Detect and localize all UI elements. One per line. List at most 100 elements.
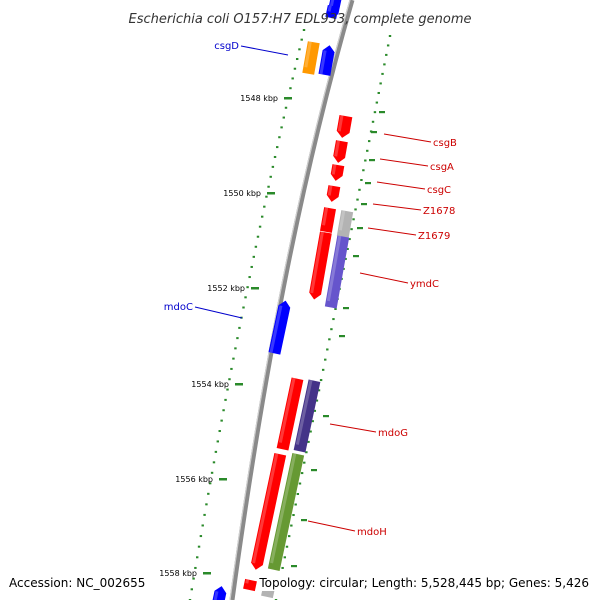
outer-ring-dot bbox=[383, 63, 386, 66]
outer-ring-dot bbox=[381, 72, 384, 75]
inner-ring-dot bbox=[242, 306, 245, 309]
outer-ring-dot bbox=[356, 198, 359, 201]
outer-ring-dot bbox=[367, 140, 371, 143]
inner-ring-dot bbox=[244, 296, 247, 299]
inner-ring-dot bbox=[238, 326, 241, 329]
inner-ring-dot bbox=[222, 409, 225, 412]
gene-csgC bbox=[330, 164, 345, 181]
outer-ring-dot bbox=[373, 111, 377, 114]
tick-mark bbox=[203, 572, 211, 575]
tick-label: 1550 kbp bbox=[223, 189, 261, 198]
gene-leader-line bbox=[367, 227, 417, 236]
inner-ring-dot bbox=[271, 165, 275, 168]
outer-ring-dot bbox=[360, 179, 363, 182]
gene-top-blue bbox=[327, 0, 346, 15]
minor-tick bbox=[323, 415, 329, 418]
outer-ring-dot bbox=[350, 228, 353, 231]
outer-ring-dot bbox=[385, 53, 388, 56]
outer-ring-dot bbox=[352, 218, 355, 221]
outer-ring-dot bbox=[309, 430, 312, 433]
inner-ring-dot bbox=[267, 185, 270, 188]
tick-mark bbox=[235, 383, 243, 386]
inner-ring-dot bbox=[252, 255, 255, 258]
tick-mark bbox=[251, 287, 259, 290]
inner-ring-dot bbox=[302, 29, 306, 31]
minor-tick bbox=[379, 111, 385, 114]
gene-small-red bbox=[326, 185, 341, 202]
gene-blue-near-csgD bbox=[318, 45, 335, 76]
inner-ring-dot bbox=[289, 87, 292, 90]
gene-label-mdoc[interactable]: mdoC bbox=[164, 302, 193, 313]
gene-csgB bbox=[336, 115, 353, 138]
outer-ring-dot bbox=[292, 514, 295, 517]
tick-mark bbox=[219, 478, 227, 481]
outer-ring-dot bbox=[334, 308, 337, 310]
gene-leader-line bbox=[329, 423, 377, 433]
map-title: Escherichia coli O157:H7 EDL933, complet… bbox=[129, 12, 472, 27]
gene-label-mdoh[interactable]: mdoH bbox=[357, 527, 387, 538]
minor-tick bbox=[353, 255, 359, 258]
outer-ring-dot bbox=[298, 482, 302, 485]
gene-label-z1679[interactable]: Z1679 bbox=[418, 231, 450, 242]
gene-label-csgb[interactable]: csgB bbox=[433, 138, 457, 149]
inner-ring-dot bbox=[226, 388, 229, 391]
inner-ring-dot bbox=[205, 503, 208, 506]
gene-label-csgc[interactable]: csgC bbox=[427, 185, 451, 196]
inner-ring-dot bbox=[214, 450, 218, 453]
outer-ring-dot bbox=[319, 379, 323, 382]
outer-ring-dot bbox=[300, 472, 304, 475]
inner-ring-dot bbox=[232, 357, 235, 360]
gene-label-csga[interactable]: csgA bbox=[430, 162, 454, 173]
gene-bottom-red bbox=[243, 578, 257, 592]
gene-label-ymdc[interactable]: ymdC bbox=[410, 279, 439, 290]
tick-label: 1554 kbp bbox=[191, 380, 229, 389]
inner-ring-dot bbox=[236, 337, 239, 340]
tick-label: 1552 kbp bbox=[207, 284, 245, 293]
outer-ring-dot bbox=[294, 503, 297, 506]
gene-label-csgd[interactable]: csgD bbox=[214, 41, 239, 52]
gene-leader-line bbox=[359, 272, 409, 284]
outer-ring-dot bbox=[328, 338, 331, 341]
inner-ring-dot bbox=[212, 461, 216, 464]
inner-ring-dot bbox=[192, 577, 195, 580]
outer-ring-dot bbox=[371, 120, 375, 123]
outer-ring-dot bbox=[375, 101, 379, 104]
inner-ring-dot bbox=[246, 286, 249, 289]
minor-tick bbox=[371, 131, 377, 134]
gene-leader-line bbox=[307, 520, 356, 532]
minor-tick bbox=[291, 565, 297, 568]
inner-ring-dot bbox=[273, 155, 277, 158]
outer-ring-dot bbox=[326, 348, 329, 351]
outer-ring-dot bbox=[377, 91, 380, 94]
gene-mdoH bbox=[251, 453, 287, 570]
topology-label: Topology: circular; Length: 5,528,445 bp… bbox=[258, 576, 589, 590]
gene-label-mdog[interactable]: mdoG bbox=[378, 428, 408, 439]
outer-ring-dot bbox=[346, 247, 349, 250]
outer-ring-dot bbox=[307, 440, 310, 443]
inner-ring-dot bbox=[194, 566, 197, 569]
inner-ring-dot bbox=[201, 524, 204, 527]
gene-label-z1678[interactable]: Z1678 bbox=[423, 206, 455, 217]
gene-mdoG bbox=[276, 377, 304, 451]
outer-ring-dot bbox=[332, 318, 335, 321]
inner-ring-dot bbox=[263, 205, 266, 208]
inner-ring-dot bbox=[300, 38, 303, 41]
inner-ring-dot bbox=[203, 513, 206, 516]
inner-ring-dot bbox=[298, 48, 301, 51]
inner-ring-dot bbox=[208, 482, 212, 485]
inner-ring-dot bbox=[196, 556, 199, 559]
gene-labels: csgD csgB csgA csgC Z1678 Z1679 ymdC mdoC mdoG md… bbox=[164, 41, 457, 538]
minor-tick bbox=[311, 469, 317, 472]
tick-label: 1556 kbp bbox=[175, 475, 213, 484]
outer-ring-dot bbox=[281, 566, 284, 569]
ruler-ticks: 1548 kbp 1550 kbp 1552 kbp 1554 kbp 1556 kbp… bbox=[159, 94, 385, 578]
outer-ring-dot bbox=[290, 524, 293, 527]
outer-ring-dot bbox=[354, 208, 357, 211]
minor-tick bbox=[339, 335, 345, 338]
gene-bottom-blue bbox=[212, 586, 227, 600]
gene-mdoH-olive bbox=[267, 453, 305, 571]
inner-ring-dot bbox=[256, 235, 260, 238]
gene-features bbox=[212, 0, 354, 600]
